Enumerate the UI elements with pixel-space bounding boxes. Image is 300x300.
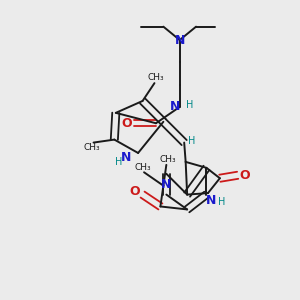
Text: CH₃: CH₃ — [84, 143, 100, 152]
Text: N: N — [175, 34, 185, 46]
Text: N: N — [206, 194, 216, 207]
Text: H: H — [115, 157, 122, 167]
Text: N: N — [161, 178, 172, 191]
Text: O: O — [130, 185, 140, 198]
Text: O: O — [121, 117, 131, 130]
Text: CH₃: CH₃ — [148, 73, 164, 82]
Text: O: O — [240, 169, 250, 182]
Text: CH₃: CH₃ — [160, 155, 176, 164]
Text: H: H — [186, 100, 194, 110]
Text: H: H — [188, 136, 195, 146]
Text: N: N — [121, 151, 131, 164]
Text: N: N — [170, 100, 181, 113]
Text: CH₃: CH₃ — [134, 163, 151, 172]
Text: H: H — [218, 197, 225, 207]
